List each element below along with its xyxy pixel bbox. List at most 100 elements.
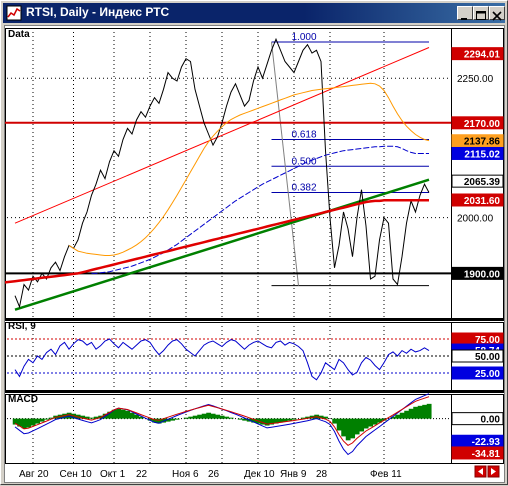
price-tick-label: 2000.00: [457, 214, 494, 225]
macd-bar: [152, 418, 158, 423]
scroll-left-button[interactable]: [474, 465, 487, 478]
series-ma_blue: [91, 145, 429, 274]
value-tag: [451, 134, 504, 148]
macd-bar: [260, 418, 266, 425]
rsi-panel[interactable]: [7, 338, 451, 381]
macd-bar: [210, 413, 216, 419]
value-tag: [451, 47, 504, 61]
close-button[interactable]: [489, 6, 505, 21]
macd-bar: [30, 418, 36, 426]
macd-panel-label: MACD: [8, 394, 38, 405]
macd-bar: [62, 413, 68, 419]
price-panel[interactable]: 2250.00 2000.00 1.000 0.618 0.500 0.382: [0, 32, 494, 311]
x-tick-label: Фев 11: [370, 469, 402, 480]
value-tag-label: 2065.39: [464, 177, 501, 188]
fib-label: 0.500: [292, 156, 317, 167]
macd-bar: [372, 418, 378, 425]
value-tag: [451, 174, 504, 188]
macd-bar: [291, 418, 297, 420]
fib-label: 0.382: [292, 183, 317, 194]
macd-bar: [12, 418, 18, 425]
macd-bar: [305, 416, 311, 419]
macd-bar: [422, 404, 428, 419]
minimize-button[interactable]: [457, 6, 473, 20]
macd-bar: [350, 418, 356, 439]
macd-bar: [413, 406, 419, 419]
value-tag: [451, 446, 504, 460]
macd-bar: [93, 416, 99, 419]
macd-bar: [174, 418, 180, 420]
macd-bar: [48, 417, 54, 419]
macd-bar: [363, 418, 369, 429]
macd-bar: [188, 416, 194, 419]
macd-bar: [147, 418, 153, 421]
macd-bar: [300, 417, 306, 419]
value-tag-label: -34.81: [472, 449, 501, 460]
macd-bar: [318, 415, 324, 419]
grid: [32, 28, 385, 463]
macd-bar: [116, 408, 122, 419]
value-tag-label: 2170.00: [464, 119, 501, 130]
macd-bar: [21, 418, 27, 429]
value-tag: [451, 116, 504, 130]
value-tag: [451, 349, 504, 363]
value-tag: [451, 366, 504, 380]
macd-bar: [404, 410, 410, 419]
macd-bar: [408, 408, 414, 419]
macd-bar: [17, 418, 23, 427]
macd-bar: [395, 414, 401, 419]
macd-bar: [345, 418, 351, 441]
x-tick-label: Ноя 6: [172, 469, 199, 480]
macd-bar: [228, 417, 234, 419]
macd-bar: [107, 411, 113, 419]
macd-bar: [192, 415, 198, 419]
chart-area[interactable]: 2250.00 2000.00 1.000 0.618 0.500 0.382 Авг 2…: [0, 25, 505, 483]
macd-bar: [35, 418, 41, 424]
value-tag-label: 0.00: [481, 415, 501, 426]
trendline-red_channel: [14, 47, 430, 224]
macd-panel[interactable]: [7, 393, 451, 456]
macd-bar: [134, 414, 140, 419]
scroll-right-button[interactable]: [487, 465, 500, 478]
macd-bar: [426, 403, 432, 419]
price-frame: [5, 28, 452, 319]
value-tag-label: 1900.00: [464, 269, 501, 280]
macd-bar: [138, 416, 144, 419]
macd-bar: [341, 418, 347, 437]
macd-frame: [5, 394, 452, 464]
macd-bar: [156, 418, 162, 424]
macd-bar: [215, 414, 221, 419]
macd-bar: [219, 415, 225, 419]
value-tag-label: 2031.60: [464, 196, 501, 207]
macd-bar: [332, 418, 338, 424]
x-tick-label: 28: [316, 469, 328, 480]
macd-bar: [251, 418, 257, 423]
macd-bar: [224, 416, 230, 419]
price-panel-label: Data: [8, 29, 30, 40]
macd-bar: [129, 412, 135, 419]
macd-bar: [336, 418, 342, 431]
macd-bar: [170, 418, 176, 421]
rsi-line: [14, 338, 430, 381]
value-tag-label: 2115.02: [464, 149, 500, 160]
macd-bar: [287, 418, 293, 421]
macd-bar: [390, 416, 396, 419]
maximize-button[interactable]: [473, 6, 489, 20]
macd-bar: [26, 418, 32, 428]
x-tick-label: 22: [136, 469, 148, 480]
macd-bar: [165, 418, 171, 422]
macd-bar: [197, 414, 203, 419]
macd-bar: [183, 417, 189, 419]
macd-bar: [89, 417, 95, 419]
macd-bar: [111, 409, 117, 419]
macd-bar: [80, 415, 86, 419]
macd-signal-line: [14, 396, 430, 447]
fib-label: 0.618: [292, 130, 317, 141]
price-tick-label: 2250.00: [457, 74, 494, 85]
fib-diagonal: [271, 41, 299, 286]
title-bar[interactable]: RTSI, Daily - Индекс РТС: [3, 3, 505, 23]
value-tag: [451, 266, 504, 280]
